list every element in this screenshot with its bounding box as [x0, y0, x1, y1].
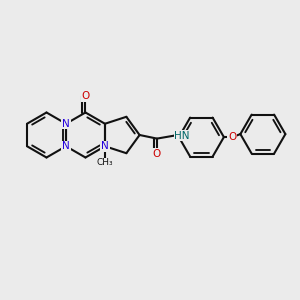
Text: O: O: [153, 148, 161, 159]
Text: N: N: [62, 119, 70, 129]
Text: N: N: [62, 141, 70, 151]
Text: HN: HN: [174, 130, 190, 141]
Text: CH₃: CH₃: [97, 158, 113, 167]
Text: O: O: [81, 91, 90, 101]
Text: O: O: [228, 132, 236, 142]
Text: N: N: [101, 141, 109, 151]
